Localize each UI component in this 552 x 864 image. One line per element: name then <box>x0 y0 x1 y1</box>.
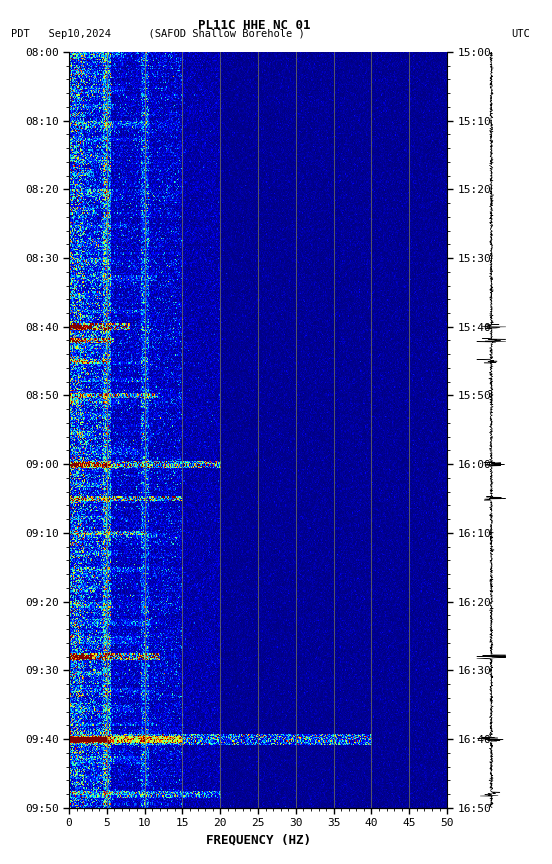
Text: PL11C HHE NC 01: PL11C HHE NC 01 <box>198 19 310 32</box>
Text: PDT   Sep10,2024      (SAFOD Shallow Borehole ): PDT Sep10,2024 (SAFOD Shallow Borehole ) <box>11 29 305 40</box>
X-axis label: FREQUENCY (HZ): FREQUENCY (HZ) <box>205 834 311 847</box>
Text: UTC: UTC <box>511 29 530 40</box>
